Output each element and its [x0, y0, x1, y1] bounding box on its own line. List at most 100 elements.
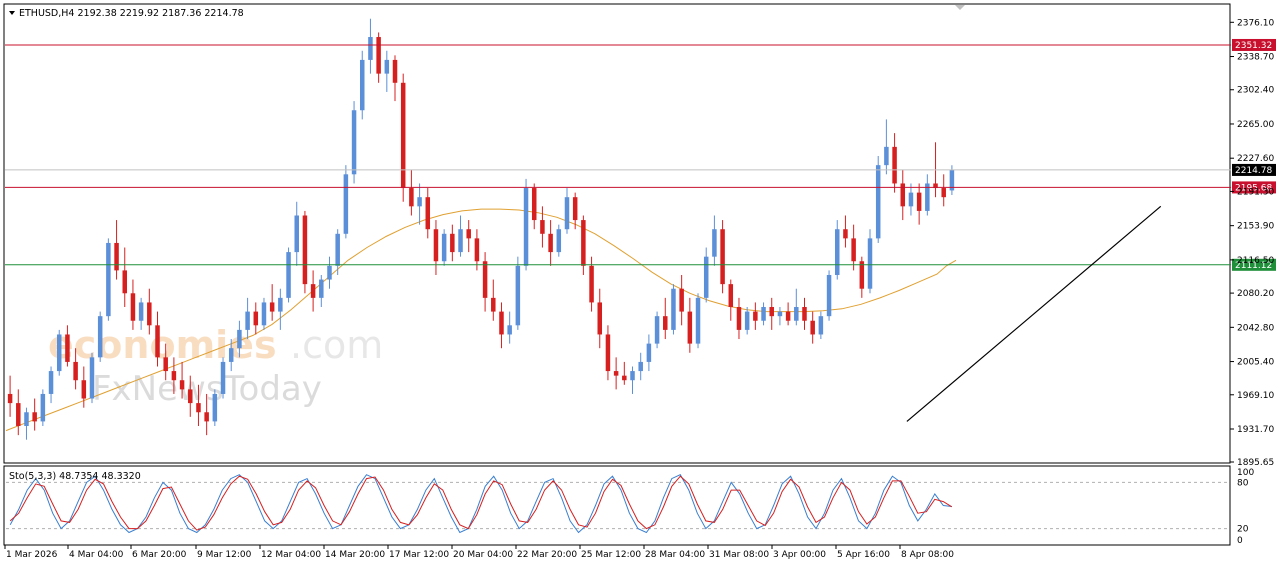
candle-body[interactable] [531, 188, 537, 221]
candle-body[interactable] [130, 293, 136, 321]
candle-body[interactable] [867, 238, 873, 289]
candle[interactable] [278, 288, 283, 330]
candle-body[interactable] [327, 265, 332, 280]
candle-body[interactable] [425, 197, 431, 230]
candle[interactable] [925, 174, 930, 216]
candle[interactable] [228, 339, 234, 372]
candle-body[interactable] [450, 233, 455, 253]
candle-body[interactable] [761, 307, 766, 321]
candle[interactable] [122, 247, 128, 308]
candle[interactable] [458, 215, 463, 257]
candle-body[interactable] [400, 82, 406, 189]
candle[interactable] [7, 375, 13, 417]
candle-body[interactable] [785, 311, 791, 321]
candle[interactable] [56, 329, 62, 376]
candle-body[interactable] [310, 284, 316, 298]
candle[interactable] [548, 220, 553, 266]
candle[interactable] [810, 311, 815, 344]
candle[interactable] [40, 389, 46, 426]
candle-body[interactable] [884, 146, 889, 166]
candle[interactable] [425, 188, 431, 239]
candle-body[interactable] [351, 110, 357, 175]
candle[interactable] [941, 174, 946, 207]
candle-body[interactable] [65, 334, 70, 362]
candle-body[interactable] [613, 371, 619, 376]
candle-body[interactable] [744, 311, 750, 330]
candle-body[interactable] [564, 197, 570, 230]
candle-body[interactable] [179, 380, 185, 390]
candle[interactable] [237, 320, 242, 358]
candle[interactable] [531, 183, 537, 230]
candle[interactable] [867, 229, 873, 294]
candle-body[interactable] [89, 357, 95, 399]
candle[interactable] [826, 270, 832, 321]
candle-body[interactable] [925, 183, 930, 211]
candle-body[interactable] [220, 361, 226, 394]
candle-body[interactable] [949, 169, 955, 191]
candle-body[interactable] [818, 316, 824, 335]
candle-body[interactable] [482, 261, 488, 298]
candle-body[interactable] [269, 302, 275, 312]
candle-body[interactable] [81, 380, 87, 399]
candle-body[interactable] [97, 316, 103, 358]
candle[interactable] [32, 398, 37, 431]
candle-body[interactable] [933, 183, 938, 189]
candle[interactable] [179, 361, 185, 399]
candle[interactable] [319, 274, 324, 308]
candle-body[interactable] [335, 233, 340, 266]
candle-body[interactable] [499, 311, 504, 335]
candle[interactable] [65, 325, 70, 367]
candle-body[interactable] [572, 197, 578, 221]
candle-body[interactable] [212, 393, 218, 422]
candle[interactable] [400, 73, 406, 202]
candle-body[interactable] [736, 307, 742, 330]
candle[interactable] [663, 297, 668, 340]
candle-body[interactable] [286, 252, 291, 298]
candle-body[interactable] [16, 403, 21, 426]
candle-body[interactable] [466, 229, 471, 239]
candle[interactable] [892, 133, 897, 193]
candle-body[interactable] [720, 229, 725, 285]
candle[interactable] [556, 224, 562, 257]
candle-body[interactable] [712, 229, 717, 257]
horizontal-lines-layer[interactable]: 2351.32 2195.68 2111.12 2214.78 [5, 38, 1276, 271]
candle-body[interactable] [319, 279, 324, 298]
candle-body[interactable] [433, 229, 439, 262]
candle[interactable] [302, 210, 308, 294]
candle[interactable] [24, 407, 29, 440]
candle-body[interactable] [523, 188, 529, 266]
candle-body[interactable] [638, 361, 643, 372]
candle-body[interactable] [589, 265, 594, 303]
candle[interactable] [613, 357, 619, 390]
candle-body[interactable] [294, 215, 299, 253]
candle-body[interactable] [384, 59, 390, 74]
candle[interactable] [294, 201, 299, 266]
candle[interactable] [761, 302, 766, 326]
candle-body[interactable] [843, 229, 848, 239]
candle[interactable] [130, 279, 136, 330]
candle-body[interactable] [851, 238, 856, 262]
candle[interactable] [777, 307, 783, 326]
candle[interactable] [900, 169, 906, 221]
candle-body[interactable] [556, 229, 562, 253]
candle-body[interactable] [24, 412, 29, 426]
candle[interactable] [269, 284, 275, 321]
candle-body[interactable] [581, 220, 586, 266]
candle-body[interactable] [515, 265, 521, 326]
candle[interactable] [81, 366, 87, 408]
candle[interactable] [687, 297, 693, 353]
candle-body[interactable] [687, 311, 693, 344]
candle-body[interactable] [892, 146, 897, 184]
candle-body[interactable] [507, 325, 512, 335]
candle-body[interactable] [597, 302, 603, 335]
candle[interactable] [286, 247, 291, 303]
candle[interactable] [245, 297, 250, 340]
candle-body[interactable] [237, 329, 242, 349]
candle-body[interactable] [409, 188, 414, 207]
candle-body[interactable] [302, 215, 308, 285]
candle[interactable] [138, 297, 144, 330]
candle[interactable] [433, 220, 439, 275]
candle[interactable] [720, 220, 725, 294]
candle[interactable] [753, 302, 758, 330]
candle[interactable] [802, 297, 807, 330]
